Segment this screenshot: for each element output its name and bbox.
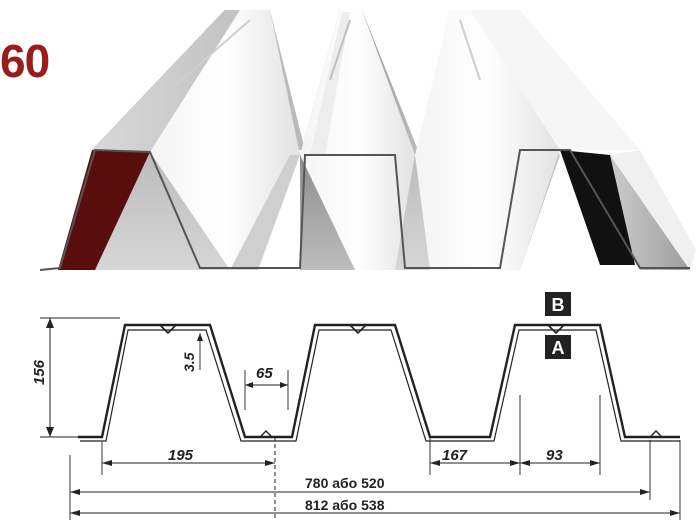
dim-195: 195	[168, 447, 194, 464]
badge-b	[545, 292, 571, 316]
dim-780: 780 або 520	[305, 475, 385, 491]
dim-height: 156	[31, 359, 48, 385]
profile-outline	[78, 323, 680, 439]
badge-b-label: B	[552, 295, 565, 315]
cross-section-drawing: B A 156 3.5 65 195 167 93 780 або 520 81…	[31, 292, 681, 520]
profiled-sheet-render	[39, 10, 696, 271]
badge-a	[545, 335, 571, 359]
dim-depth: 3.5	[181, 352, 197, 372]
profile-title: 60	[0, 35, 50, 87]
dim-93: 93	[546, 447, 563, 464]
dim-812: 812 або 538	[305, 497, 385, 513]
badge-a-label: A	[552, 338, 565, 358]
dim-65: 65	[256, 365, 273, 382]
dim-167: 167	[442, 447, 468, 464]
